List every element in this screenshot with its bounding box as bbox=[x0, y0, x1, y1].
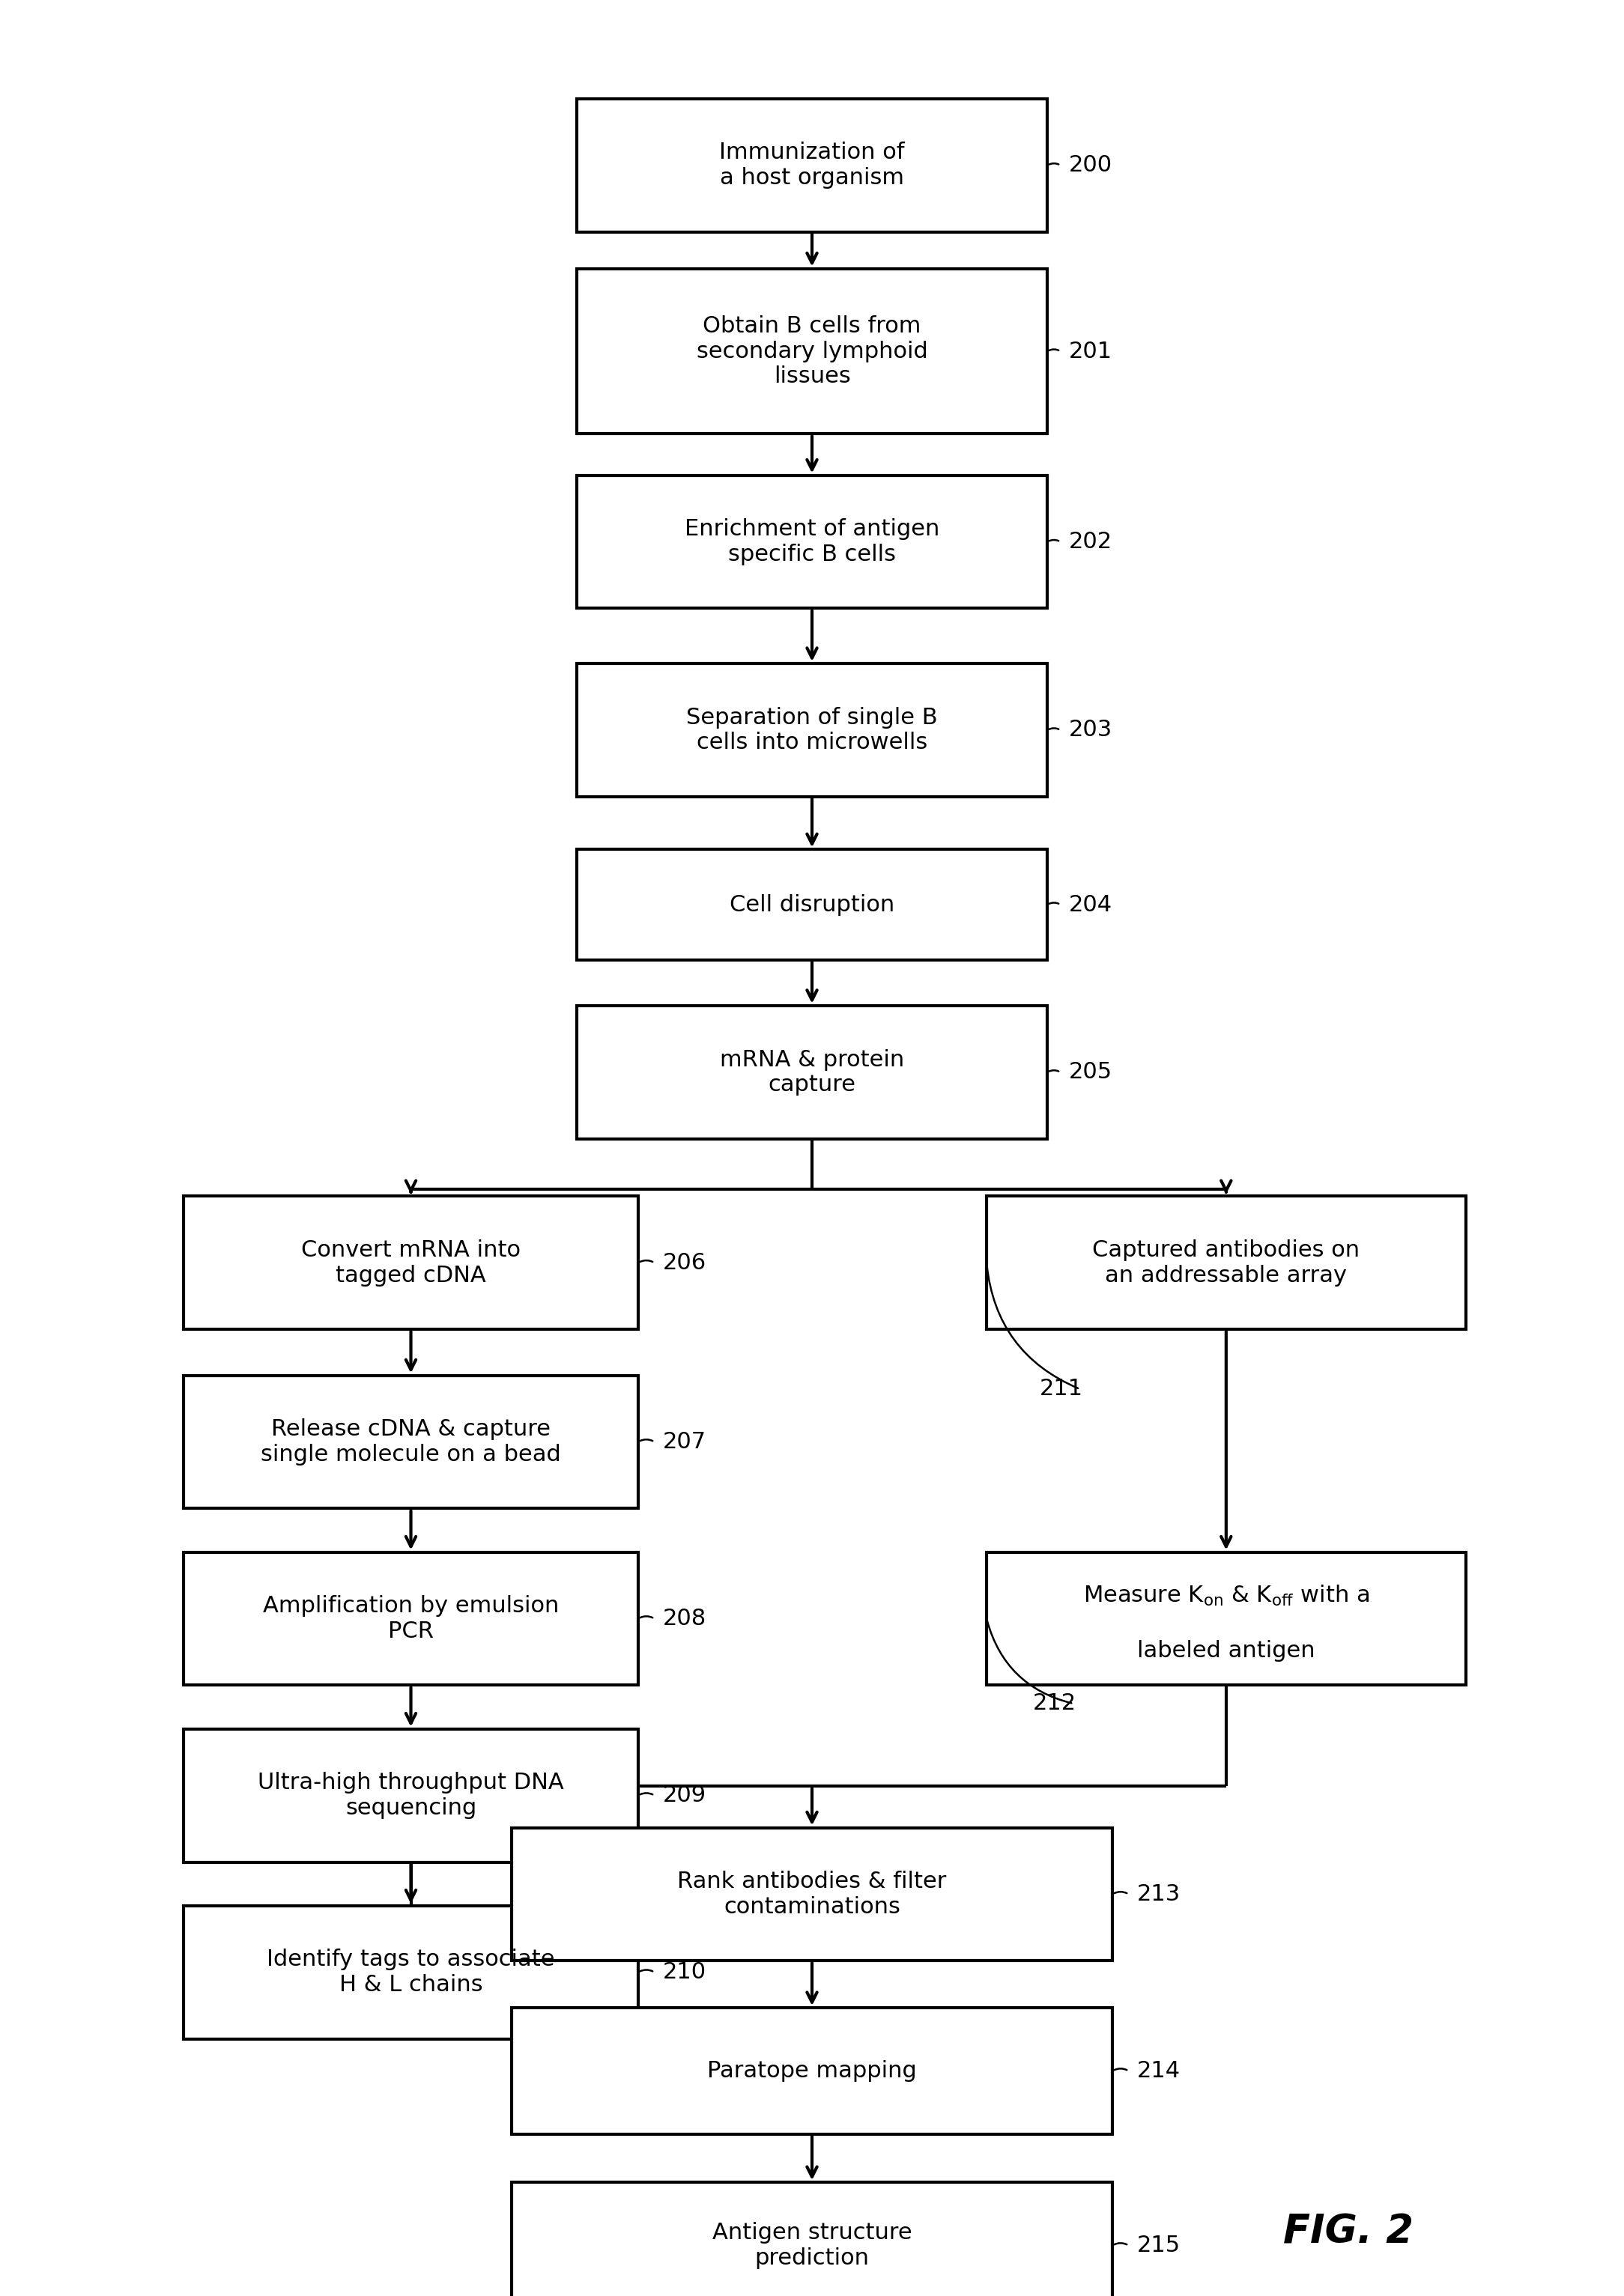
FancyBboxPatch shape bbox=[577, 1006, 1047, 1139]
FancyBboxPatch shape bbox=[184, 1729, 638, 1862]
Text: Captured antibodies on
an addressable array: Captured antibodies on an addressable ar… bbox=[1093, 1240, 1359, 1286]
FancyBboxPatch shape bbox=[184, 1196, 638, 1329]
Text: Paratope mapping: Paratope mapping bbox=[706, 2060, 918, 2082]
FancyBboxPatch shape bbox=[184, 1375, 638, 1508]
Text: 204: 204 bbox=[1069, 893, 1112, 916]
FancyBboxPatch shape bbox=[184, 1552, 638, 1685]
Text: Obtain B cells from
secondary lymphoid
lissues: Obtain B cells from secondary lymphoid l… bbox=[697, 315, 927, 388]
Text: Immunization of
a host organism: Immunization of a host organism bbox=[719, 142, 905, 188]
FancyBboxPatch shape bbox=[577, 664, 1047, 797]
Text: Separation of single B
cells into microwells: Separation of single B cells into microw… bbox=[687, 707, 937, 753]
Text: 200: 200 bbox=[1069, 154, 1112, 177]
Text: 212: 212 bbox=[1033, 1692, 1077, 1715]
Text: FIG. 2: FIG. 2 bbox=[1283, 2213, 1413, 2250]
Text: 202: 202 bbox=[1069, 530, 1112, 553]
Text: 206: 206 bbox=[663, 1251, 706, 1274]
Text: Measure $\mathregular{K_{on}}$ & $\mathregular{K_{off}}$ with a: Measure $\mathregular{K_{on}}$ & $\mathr… bbox=[1083, 1584, 1369, 1607]
Text: 207: 207 bbox=[663, 1430, 706, 1453]
Text: 201: 201 bbox=[1069, 340, 1112, 363]
Text: Cell disruption: Cell disruption bbox=[729, 893, 895, 916]
FancyBboxPatch shape bbox=[512, 2007, 1112, 2135]
Text: 210: 210 bbox=[663, 1961, 706, 1984]
Text: 211: 211 bbox=[1039, 1378, 1083, 1401]
Text: Identify tags to associate
H & L chains: Identify tags to associate H & L chains bbox=[266, 1949, 555, 1995]
Text: 203: 203 bbox=[1069, 719, 1112, 742]
Text: Enrichment of antigen
specific B cells: Enrichment of antigen specific B cells bbox=[685, 519, 939, 565]
FancyBboxPatch shape bbox=[512, 2181, 1112, 2296]
FancyBboxPatch shape bbox=[577, 269, 1047, 434]
FancyBboxPatch shape bbox=[512, 1828, 1112, 1961]
Text: 213: 213 bbox=[1137, 1883, 1181, 1906]
FancyBboxPatch shape bbox=[577, 475, 1047, 608]
Text: 215: 215 bbox=[1137, 2234, 1181, 2257]
Text: Ultra-high throughput DNA
sequencing: Ultra-high throughput DNA sequencing bbox=[258, 1773, 564, 1818]
FancyBboxPatch shape bbox=[987, 1552, 1466, 1685]
FancyBboxPatch shape bbox=[577, 99, 1047, 232]
Text: Release cDNA & capture
single molecule on a bead: Release cDNA & capture single molecule o… bbox=[261, 1419, 560, 1465]
Text: mRNA & protein
capture: mRNA & protein capture bbox=[719, 1049, 905, 1095]
Text: Antigen structure
prediction: Antigen structure prediction bbox=[713, 2223, 911, 2268]
Text: 209: 209 bbox=[663, 1784, 706, 1807]
FancyBboxPatch shape bbox=[577, 850, 1047, 960]
FancyBboxPatch shape bbox=[184, 1906, 638, 2039]
FancyBboxPatch shape bbox=[987, 1196, 1466, 1329]
Text: Rank antibodies & filter
contaminations: Rank antibodies & filter contaminations bbox=[677, 1871, 947, 1917]
Text: 214: 214 bbox=[1137, 2060, 1181, 2082]
Text: 205: 205 bbox=[1069, 1061, 1112, 1084]
Text: Convert mRNA into
tagged cDNA: Convert mRNA into tagged cDNA bbox=[300, 1240, 521, 1286]
Text: Amplification by emulsion
PCR: Amplification by emulsion PCR bbox=[263, 1596, 559, 1642]
Text: labeled antigen: labeled antigen bbox=[1137, 1639, 1315, 1662]
Text: 208: 208 bbox=[663, 1607, 706, 1630]
